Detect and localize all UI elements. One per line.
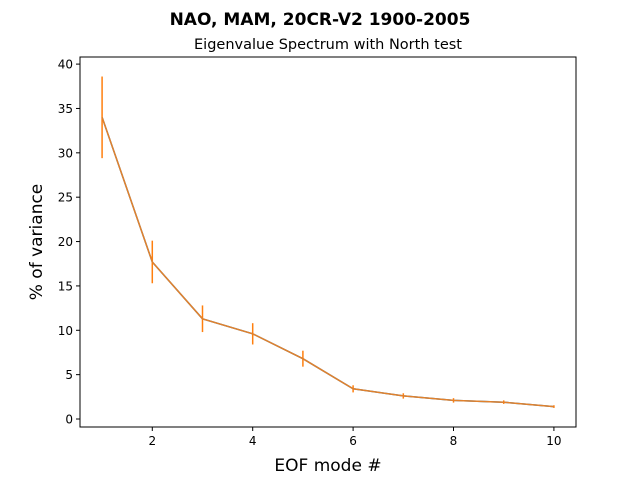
x-tick-label: 10: [546, 434, 561, 448]
series-line: [101, 117, 554, 408]
x-axis-label: EOF mode #: [274, 456, 381, 476]
series-line-overlay: [101, 117, 554, 408]
x-tick-label: 2: [148, 434, 156, 448]
x-tick-label: 6: [349, 434, 357, 448]
y-tick-label: 5: [65, 368, 73, 382]
y-tick-label: 40: [58, 58, 73, 72]
y-tick-label: 30: [58, 146, 73, 160]
x-axis: 2 4 6 8 10: [148, 427, 562, 448]
y-axis-label: % of variance: [27, 184, 47, 301]
chart-title: NAO, MAM, 20CR-V2 1900-2005: [170, 10, 471, 30]
chart-subtitle: Eigenvalue Spectrum with North test: [194, 37, 462, 53]
x-tick-label: 4: [249, 434, 257, 448]
y-tick-label: 25: [58, 191, 73, 205]
y-tick-label: 0: [65, 413, 73, 427]
plot-frame: [79, 56, 577, 428]
y-axis: 0 5 10 15 20 25 30 35 40: [58, 58, 80, 427]
y-tick-label: 15: [58, 279, 73, 293]
x-tick-label: 8: [450, 434, 458, 448]
y-tick-label: 10: [58, 324, 73, 338]
plot-area: [101, 76, 555, 408]
y-tick-label: 35: [58, 102, 73, 116]
y-tick-label: 20: [58, 235, 73, 249]
